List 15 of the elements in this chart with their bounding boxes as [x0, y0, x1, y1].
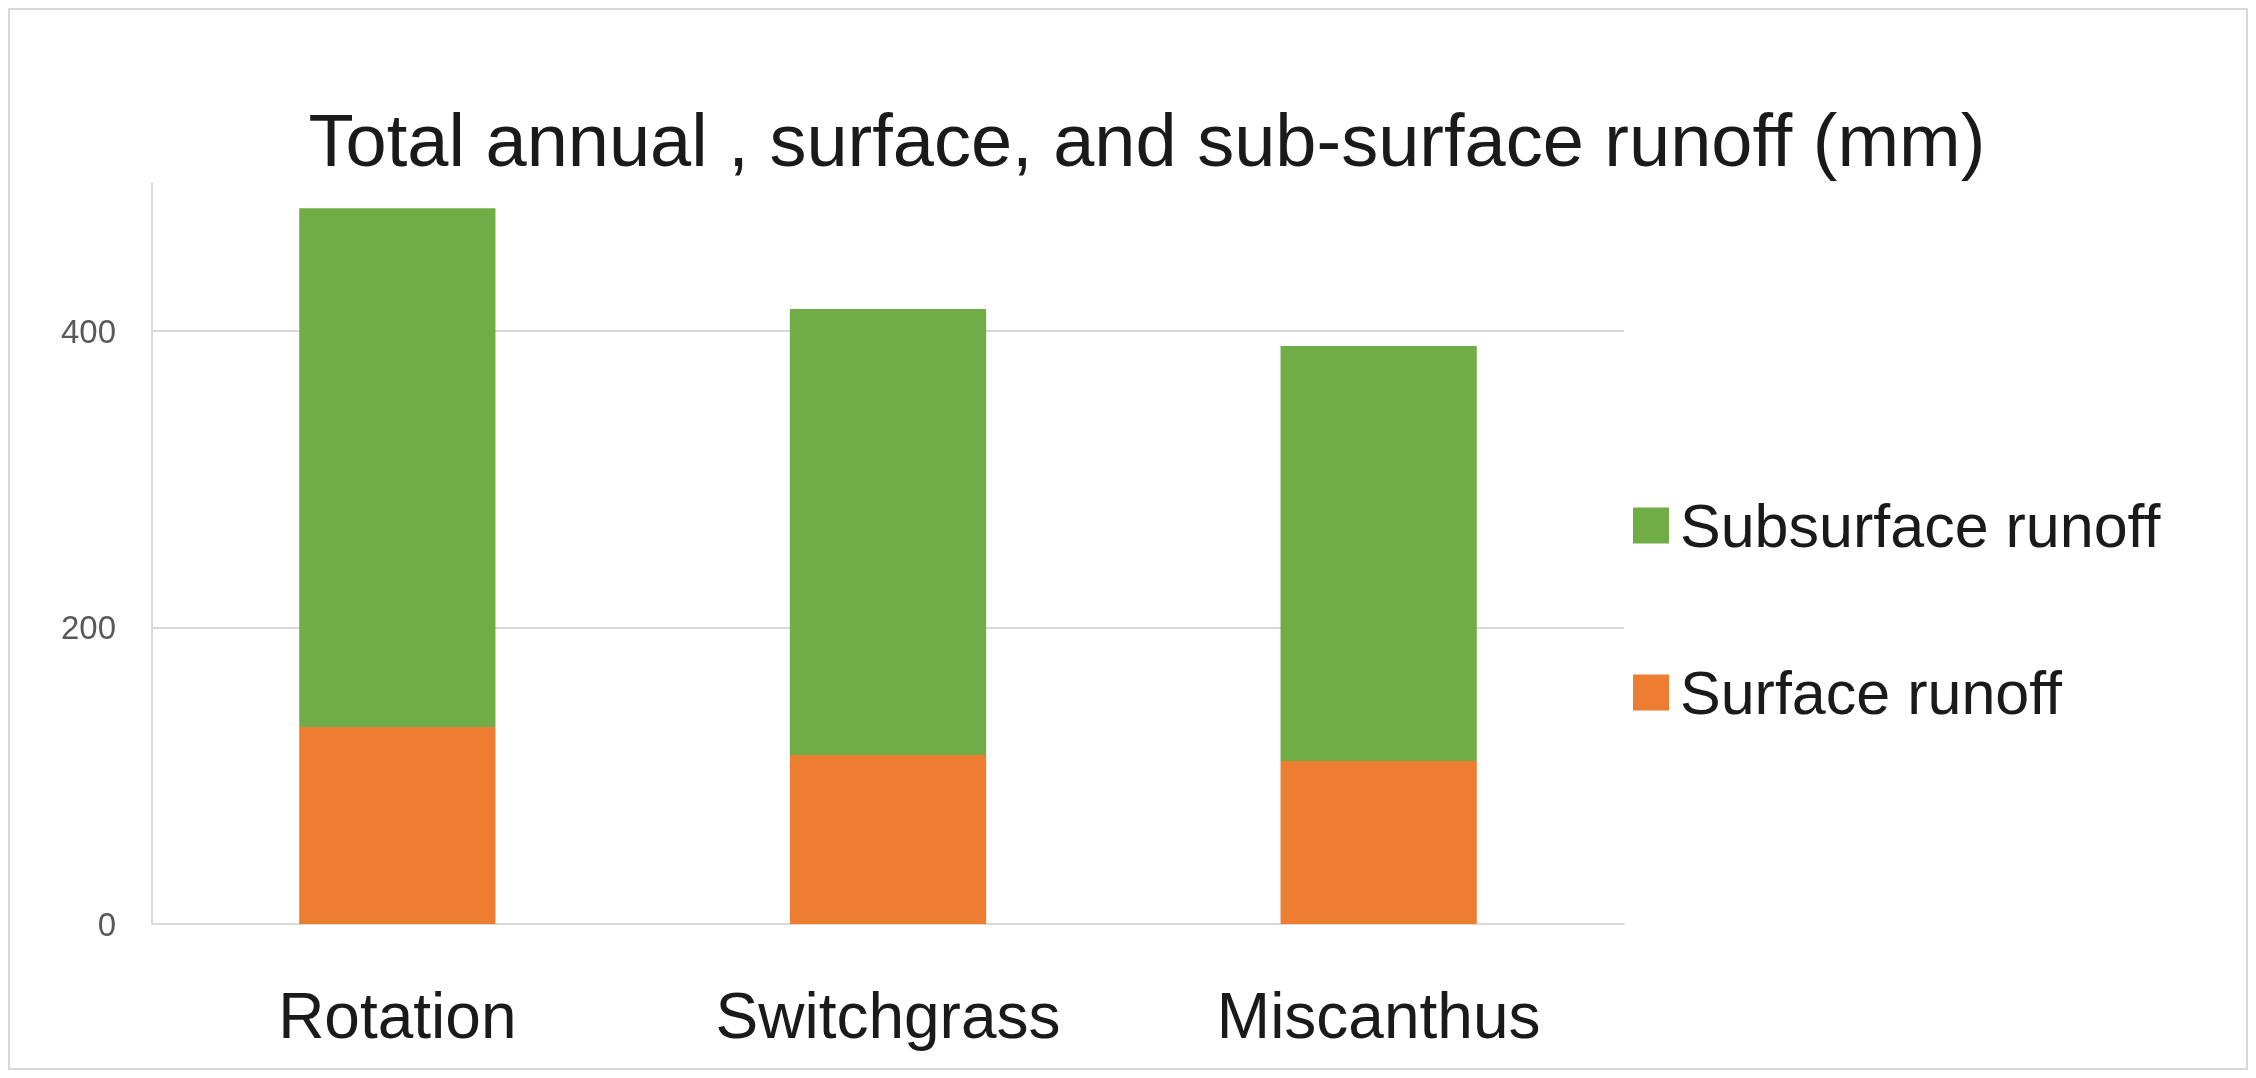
y-tick-label: 0	[97, 905, 116, 943]
bar	[1280, 346, 1477, 761]
bar	[789, 755, 987, 924]
x-tick-label: Rotation	[278, 980, 517, 1052]
bar	[299, 208, 496, 727]
y-tick-label: 200	[60, 609, 116, 647]
bar	[789, 308, 987, 756]
legend-label: Surface runoff	[1680, 658, 2064, 727]
bar	[1280, 760, 1477, 924]
legend-label: Subsurface runoff	[1680, 491, 2162, 560]
x-tick-label: Switchgrass	[715, 980, 1061, 1052]
y-tick-label: 400	[60, 312, 116, 350]
x-tick-label: Miscanthus	[1216, 980, 1541, 1052]
chart-title: Total annual , surface, and sub-surface runoff (mm)	[308, 98, 1986, 182]
bar	[299, 726, 496, 924]
